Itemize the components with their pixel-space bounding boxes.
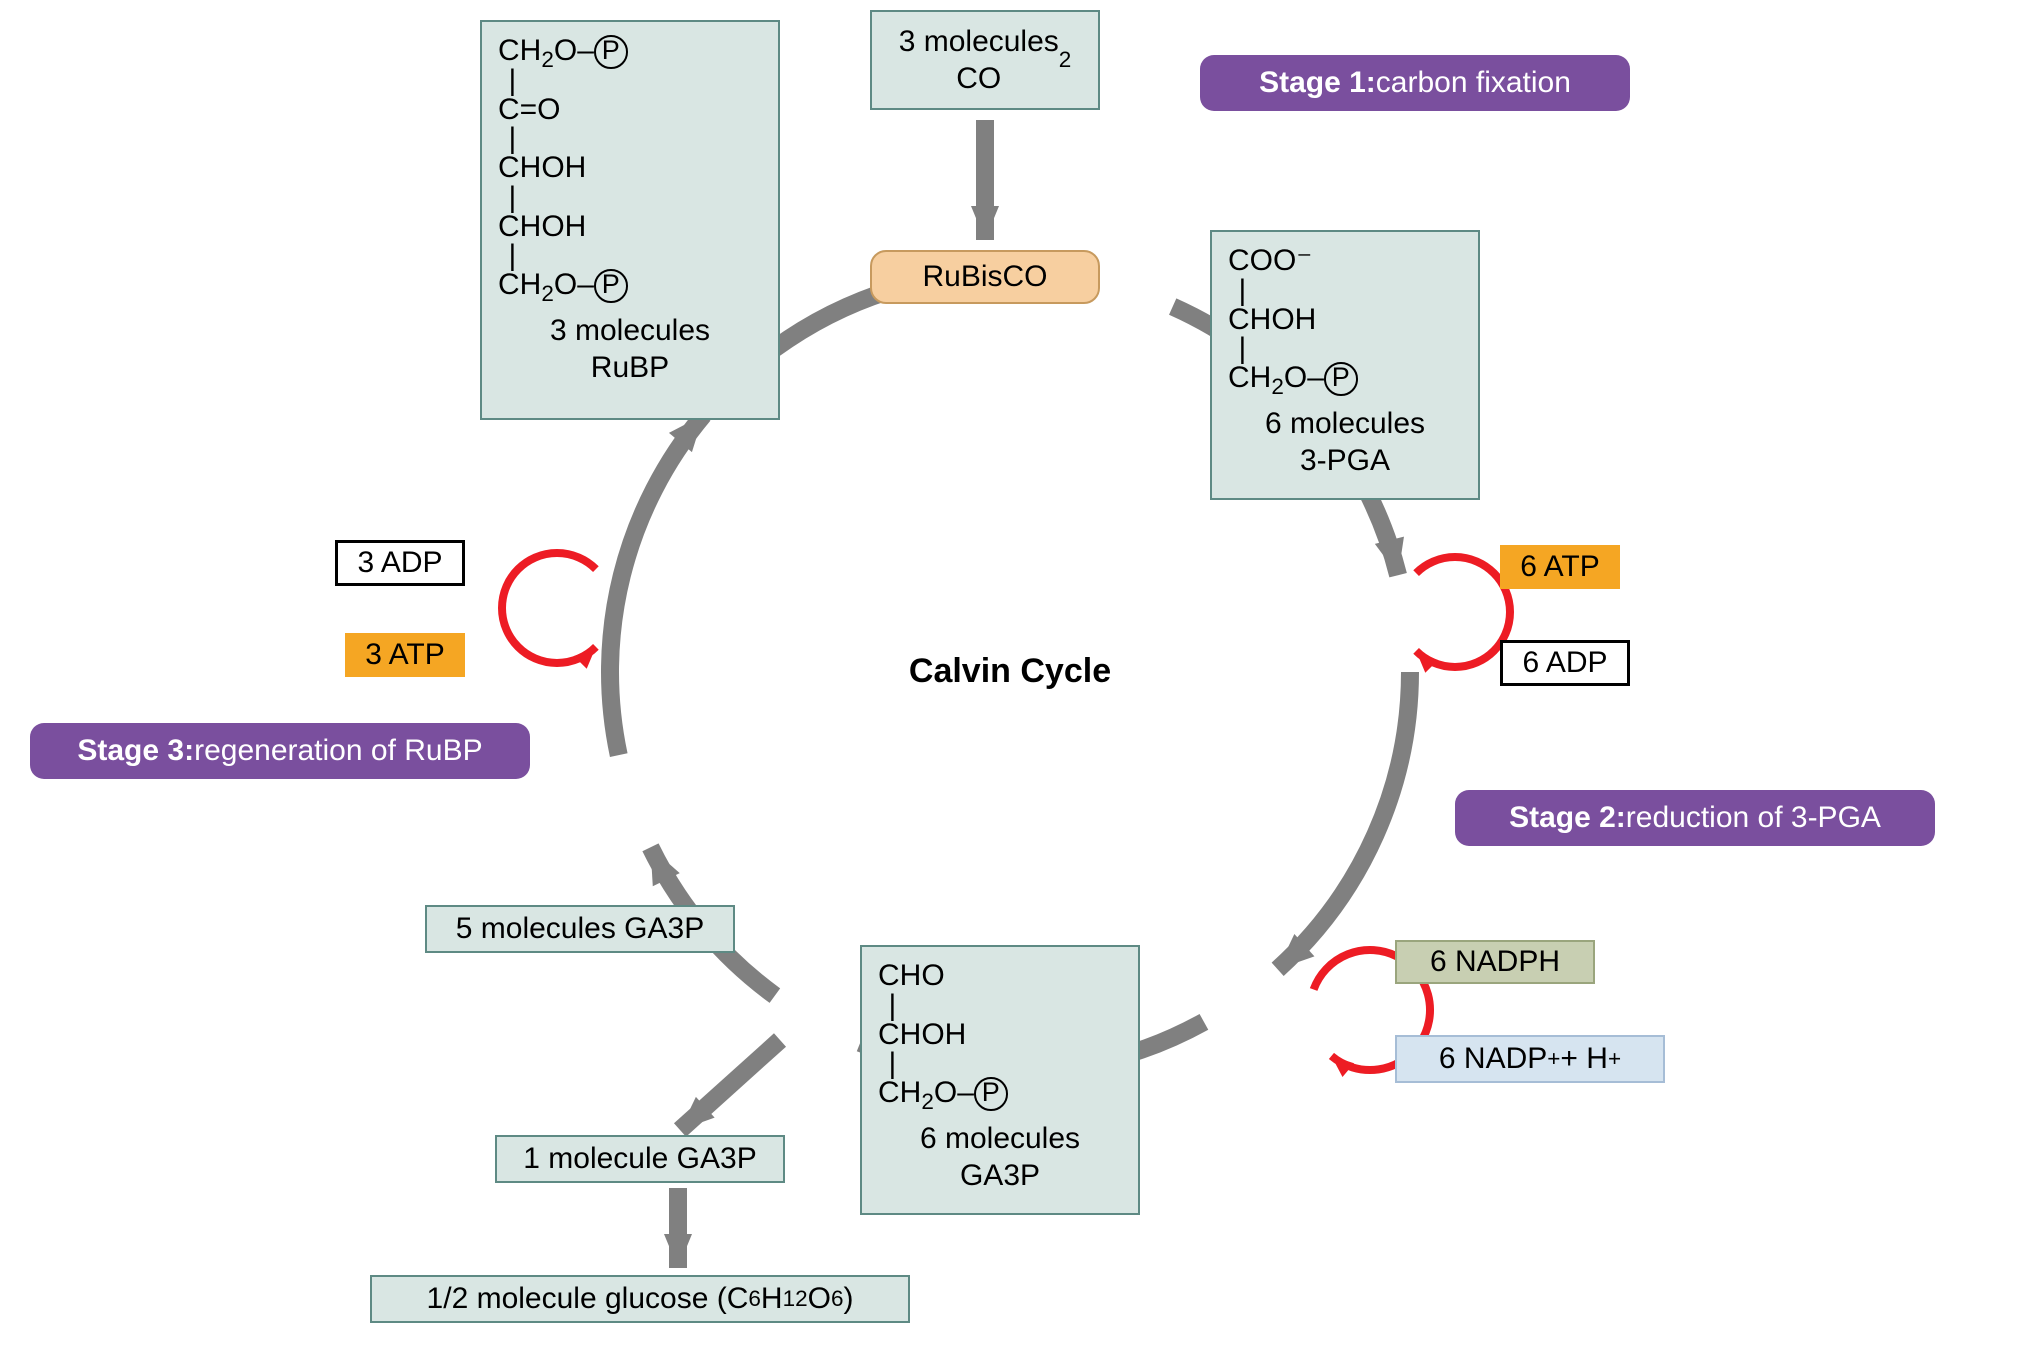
node-stage3: Stage 3: regeneration of RuBP [30,723,530,779]
node-nadp-6: 6 NADP++ H+ [1395,1035,1665,1083]
calvin-cycle-diagram: 3 moleculesCO2 RuBisCO CH2O–P|C=O|CHOH|CHO… [0,0,2028,1345]
loop-atp-adp-left [502,553,596,663]
node-ga3p-1: 1 molecule GA3P [495,1135,785,1183]
node-pga: COO⁻|CHOH|CH2O–P6 molecules3-PGA [1210,230,1480,500]
node-rubisco: RuBisCO [870,250,1100,304]
node-ga3p-6: CHO|CHOH|CH2O–P6 moleculesGA3P [860,945,1140,1215]
node-stage2: Stage 2: reduction of 3-PGA [1455,790,1935,846]
node-adp-6: 6 ADP [1500,640,1630,686]
cycle-arc-5 [610,415,704,755]
node-adp-3: 3 ADP [335,540,465,586]
node-atp-3: 3 ATP [345,633,465,677]
node-glucose: 1/2 molecule glucose (C6H12O6) [370,1275,910,1323]
node-atp-6: 6 ATP [1500,545,1620,589]
node-stage1: Stage 1: carbon fixation [1200,55,1630,111]
loop-atp-adp-right [1416,557,1510,667]
node-ga3p-5: 5 molecules GA3P [425,905,735,953]
node-co2: 3 moleculesCO2 [870,10,1100,110]
cycle-arc-2 [1278,672,1410,969]
node-nadph-6: 6 NADPH [1395,940,1595,984]
cycle-center-label: Calvin Cycle [860,652,1160,691]
node-rubp: CH2O–P|C=O|CHOH|CHOH|CH2O–P3 moleculesRu… [480,20,780,420]
